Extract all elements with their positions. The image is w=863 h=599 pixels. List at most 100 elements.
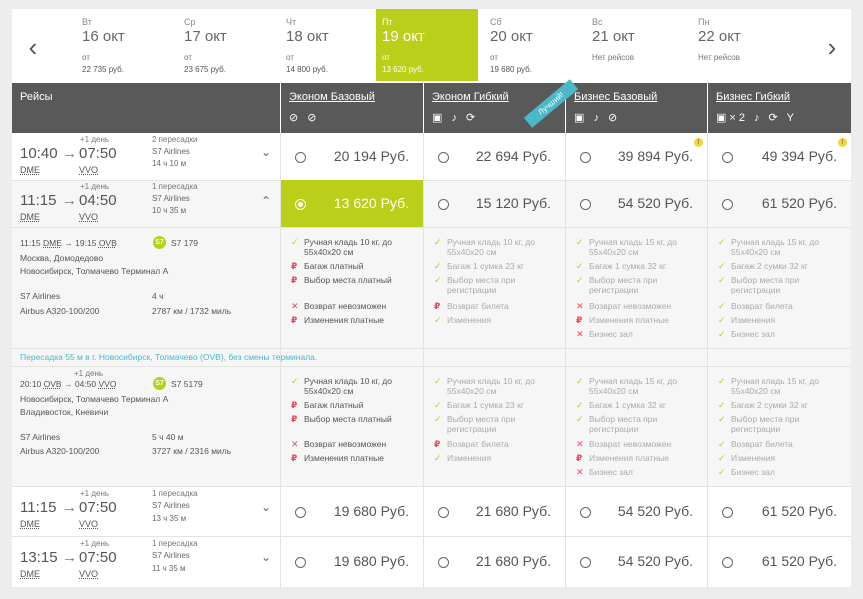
warning-icon[interactable]: !: [838, 138, 847, 147]
fare-option-economy-basic[interactable]: 19 680 Руб.: [281, 538, 423, 584]
feature-refund: Возврат билета: [731, 439, 793, 449]
fare-option-business-flex[interactable]: 61 520 Руб.: [708, 180, 851, 226]
chevron-down-icon[interactable]: ⌄: [261, 145, 272, 159]
fare-radio[interactable]: [438, 507, 449, 518]
feature-baggage: Багаж платный: [304, 400, 364, 410]
next-dates-arrow-icon[interactable]: ›: [827, 32, 837, 62]
arrival-airport: VVO: [79, 569, 99, 579]
flight-row-2[interactable]: +1 день 1 пересадка 11:15 → 04:50 DME VV…: [12, 180, 280, 227]
duration: 13 ч 35 м: [152, 514, 187, 523]
feature-changes: Изменения платные: [304, 453, 384, 463]
chevron-up-icon[interactable]: ⌃: [261, 194, 272, 208]
departure-airport: DME: [20, 165, 40, 175]
segment-aircraft: Airbus A320-100/200: [20, 446, 100, 456]
price-prefix: от: [286, 53, 294, 62]
date-tab-18[interactable]: Чт 18 окт от 14 800 руб.: [280, 9, 382, 81]
segment-arr-code: VVO: [98, 379, 117, 389]
fare-header-economy-basic[interactable]: Эконом Базовый ⊘ ⊘: [281, 83, 423, 133]
fare-option-business-basic[interactable]: 54 520 Руб.: [566, 180, 707, 226]
fare-option-economy-basic[interactable]: 20 194 Руб.: [281, 133, 423, 179]
price-prefix: от: [82, 53, 90, 62]
fare-radio[interactable]: [580, 507, 591, 518]
fare-option-economy-basic-selected[interactable]: 13 620 Руб.: [281, 180, 423, 227]
fare-radio[interactable]: [295, 507, 306, 518]
feature-refund: Возврат невозможен: [304, 439, 387, 449]
fare-option-business-flex[interactable]: 61 520 Руб.: [708, 488, 851, 534]
s7-logo-icon: S7: [153, 236, 166, 249]
prev-dates-arrow-icon[interactable]: ‹: [28, 32, 38, 62]
fare-option-business-flex[interactable]: 49 394 Руб.!: [708, 133, 851, 179]
chevron-down-icon[interactable]: ⌄: [261, 500, 272, 514]
feature-seat: Выбор места платный: [304, 275, 392, 285]
arrow-icon: →: [62, 499, 77, 516]
fare-radio[interactable]: [438, 557, 449, 568]
segment-dep-code: OVB: [43, 379, 62, 389]
fare-option-business-basic[interactable]: 39 894 Руб.!: [566, 133, 707, 179]
fare-radio[interactable]: [438, 152, 449, 163]
fare-radio[interactable]: [722, 152, 733, 163]
fare-option-business-flex[interactable]: 61 520 Руб.: [708, 538, 851, 584]
next-day-label: +1 день: [80, 135, 110, 144]
fare-price: 54 520 Руб.: [617, 553, 693, 569]
fare-option-economy-flex[interactable]: 22 694 Руб.: [424, 133, 565, 179]
date-tab-22[interactable]: Пн 22 окт Нет рейсов: [692, 9, 794, 81]
fare-radio[interactable]: [722, 557, 733, 568]
check-icon: ✓: [434, 261, 442, 271]
arrival-time: 04:50: [79, 192, 117, 209]
fare-radio[interactable]: [580, 199, 591, 210]
date-label: 16 окт: [82, 28, 125, 45]
fare-option-economy-basic[interactable]: 19 680 Руб.: [281, 488, 423, 534]
segment-details-1: 11:15 DME → 19:15 OVB S7 S7 179 Москва, …: [12, 228, 280, 348]
fare-radio[interactable]: [722, 507, 733, 518]
feature-changes: Изменения: [731, 315, 776, 325]
features-economy-flex-seg2: ✓ Ручная кладь 10 кг, до 55x40x20 см ✓ Бага…: [424, 366, 565, 486]
fare-option-economy-flex[interactable]: 15 120 Руб.: [424, 180, 565, 226]
fare-radio[interactable]: [580, 557, 591, 568]
feature-refund: Возврат билета: [447, 301, 509, 311]
airline-name: S7 Airlines: [152, 194, 190, 203]
fare-radio[interactable]: [295, 557, 306, 568]
segment-from-place: Москва, Домодедово: [20, 253, 104, 263]
features-business-basic: ✓ Ручная кладь 15 кг, до 55x40x20 см ✓ Бага…: [566, 228, 707, 348]
date-label: 22 окт: [698, 28, 741, 45]
flight-row-3[interactable]: +1 день 1 пересадка 11:15 → 07:50 DME VV…: [12, 486, 280, 536]
fare-header-business-flex[interactable]: Бизнес Гибкий ▣×2 ♪ ⟳ Y: [708, 83, 851, 133]
fare-option-business-basic[interactable]: 54 520 Руб.: [566, 488, 707, 534]
chevron-down-icon[interactable]: ⌄: [261, 550, 272, 564]
arrival-time: 07:50: [79, 549, 117, 566]
date-tab-20[interactable]: Сб 20 окт от 19 680 руб.: [484, 9, 586, 81]
feature-changes: Изменения: [731, 453, 776, 463]
fare-option-economy-flex[interactable]: 21 680 Руб.: [424, 488, 565, 534]
fare-radio[interactable]: [722, 199, 733, 210]
feature-baggage: Багаж 2 сумки 32 кг: [731, 261, 808, 271]
day-of-week: Сб: [490, 17, 502, 27]
date-tab-21[interactable]: Вс 21 окт Нет рейсов: [586, 9, 688, 81]
flight-row-4[interactable]: +1 день 1 пересадка 13:15 → 07:50 DME VV…: [12, 536, 280, 586]
feature-seat-line2: регистрации: [447, 424, 497, 434]
arrival-airport: VVO: [79, 165, 99, 175]
fare-radio[interactable]: [295, 152, 306, 163]
segment-dep-code: DME: [43, 238, 62, 248]
segment-times: 20:10 OVB → 04:50 VVO: [20, 379, 116, 389]
fare-icons: ▣ ♪ ⊘: [574, 112, 621, 124]
fare-radio[interactable]: [295, 199, 306, 210]
transfer-note: Пересадка 55 м в г. Новосибирск, Толмаче…: [20, 352, 318, 362]
check-icon: ✓: [576, 400, 584, 410]
fare-radio[interactable]: [580, 152, 591, 163]
fare-radio[interactable]: [438, 199, 449, 210]
cross-icon: ✕: [576, 301, 584, 311]
feature-refund: Возврат невозможен: [589, 301, 672, 311]
date-tab-19-selected[interactable]: Пт 19 окт от 13 620 руб.: [376, 9, 478, 81]
check-icon: ✓: [718, 439, 726, 449]
date-tab-17[interactable]: Ср 17 окт от 23 675 руб.: [178, 9, 280, 81]
fare-price: 21 680 Руб.: [475, 503, 551, 519]
fare-option-economy-flex[interactable]: 21 680 Руб.: [424, 538, 565, 584]
departure-time: 11:15: [20, 192, 57, 209]
segment-arr-code: OVB: [98, 238, 117, 248]
warning-icon[interactable]: !: [694, 138, 703, 147]
fare-header-business-basic[interactable]: Бизнес Базовый ▣ ♪ ⊘: [566, 83, 707, 133]
date-tab-16[interactable]: Вт 16 окт от 22 735 руб.: [76, 9, 178, 81]
flight-row-1[interactable]: +1 день 2 пересадки 10:40 → 07:50 DME VV…: [12, 133, 280, 180]
fare-option-business-basic[interactable]: 54 520 Руб.: [566, 538, 707, 584]
ruble-icon: ₽: [576, 453, 583, 463]
